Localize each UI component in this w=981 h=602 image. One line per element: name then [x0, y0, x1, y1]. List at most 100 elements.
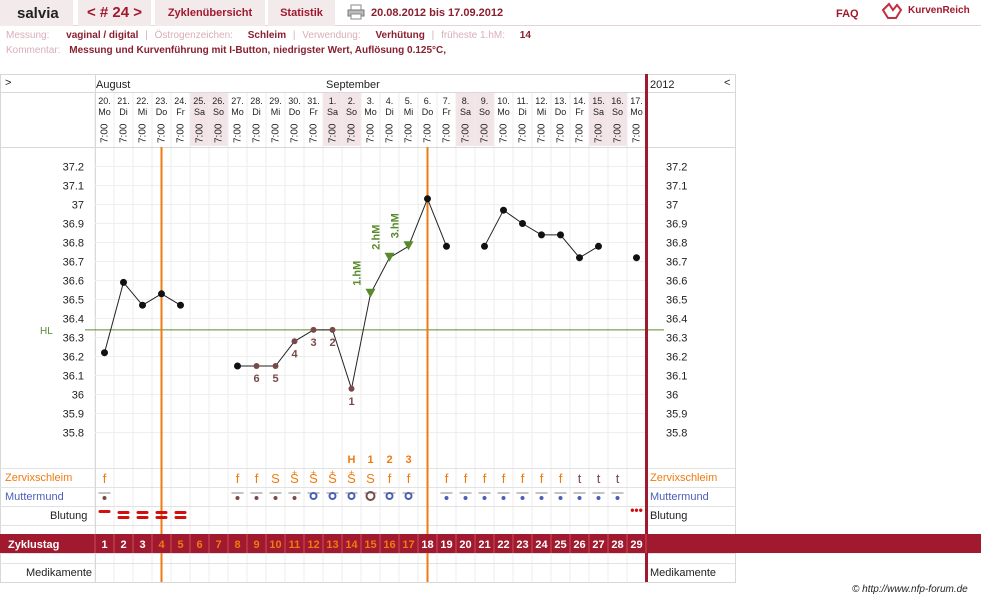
day-time: 7:00	[575, 123, 586, 143]
nav-left-arrow: >	[5, 77, 11, 89]
temp-point	[557, 231, 564, 239]
print-icon[interactable]	[347, 4, 365, 20]
weekend-shade	[342, 92, 361, 146]
blutung-spot: •••	[630, 503, 643, 517]
zyklustag-number: 26	[573, 539, 585, 551]
day-date: 12.	[535, 96, 548, 106]
day-weekday: Mo	[497, 107, 510, 117]
faq-link[interactable]: FAQ	[836, 8, 859, 20]
blutung-bar	[155, 516, 168, 519]
temp-point	[519, 220, 526, 227]
day-time: 7:00	[195, 123, 206, 143]
zyklustag-number: 17	[402, 539, 414, 551]
y-tick-right: 36	[666, 390, 678, 402]
zervix-value: f	[559, 471, 563, 486]
muttermund-label-left: Muttermund	[5, 491, 64, 503]
tab-statistik[interactable]: Statistik	[268, 0, 335, 26]
zervix-value: f	[388, 471, 392, 486]
blutung-bar	[174, 511, 187, 514]
zervix-plus: +	[292, 468, 297, 478]
blutung-bar	[136, 511, 149, 514]
kommentar-label: Kommentar:	[6, 45, 61, 56]
day-date: 25.	[193, 96, 206, 106]
temp-point	[291, 338, 298, 345]
zyklustag-number: 19	[440, 539, 452, 551]
y-tick-right: 37.1	[666, 181, 687, 193]
temp-segment	[104, 282, 124, 353]
day-weekday: Mo	[231, 107, 244, 117]
zyklustag-band	[0, 534, 981, 553]
y-tick-left: 36.4	[63, 314, 84, 326]
zervix-value: S	[290, 471, 299, 486]
temp-point	[139, 301, 146, 309]
muttermund-dot	[539, 496, 544, 500]
temp-point	[272, 363, 279, 369]
zyklustag-number: 25	[554, 539, 566, 551]
day-weekday: Do	[422, 107, 434, 117]
month-label: August	[96, 79, 130, 91]
temp-segment	[275, 340, 295, 367]
day-weekday: Di	[518, 107, 527, 117]
day-date: 6.	[424, 96, 432, 106]
zervix-value: f	[407, 471, 411, 486]
temp-segment	[370, 257, 390, 295]
temp-point	[481, 242, 488, 250]
day-weekday: Do	[555, 107, 567, 117]
high-marker	[365, 288, 376, 298]
zervix-value: f	[236, 471, 240, 486]
temp-segment	[408, 198, 428, 247]
kurvenreich-logo-icon[interactable]	[881, 2, 981, 22]
day-date: 7.	[443, 96, 451, 106]
high-marker	[403, 241, 414, 251]
day-date: 14.	[573, 96, 586, 106]
zyklustag-number: 27	[592, 539, 604, 551]
weekend-shade	[608, 92, 627, 146]
zyklustag-number: 11	[289, 539, 301, 551]
day-time: 7:00	[404, 123, 415, 143]
y-tick-left: 36.3	[63, 333, 84, 345]
medikamente-label-left: Medikamente	[26, 567, 92, 579]
zyklustag-number: 21	[478, 539, 490, 551]
day-date: 17.	[630, 96, 643, 106]
cycle-navigation[interactable]: < # 24 >	[78, 0, 151, 26]
muttermund-circle	[309, 492, 318, 500]
temp-point	[595, 242, 602, 250]
zervix-label-right: Zervixschleim	[650, 472, 717, 484]
muttermund-circle	[404, 492, 413, 500]
zervix-value: t	[597, 471, 601, 486]
temp-segment	[332, 329, 352, 389]
zervix-value: S	[271, 471, 280, 486]
muttermund-dot	[596, 496, 601, 500]
zervix-value: S	[347, 471, 356, 486]
zyklustag-number: 6	[196, 539, 202, 551]
y-tick-right: 36.2	[666, 352, 687, 364]
zervix-value: S	[366, 471, 375, 486]
temp-point	[253, 363, 260, 369]
day-weekday: Sa	[593, 107, 604, 117]
low-count-label: 4	[291, 348, 298, 360]
temp-point	[348, 385, 355, 392]
muttermund-dot	[254, 496, 259, 500]
y-tick-right: 36.9	[666, 219, 687, 231]
day-time: 7:00	[594, 123, 605, 143]
zyklustag-number: 12	[307, 539, 319, 551]
info-line-2: Kommentar: Messung und Kurvenführung mit…	[6, 45, 446, 56]
y-tick-left: 36.9	[63, 219, 84, 231]
day-time: 7:00	[138, 123, 149, 143]
day-time: 7:00	[309, 123, 320, 143]
user-name[interactable]: salvia	[0, 0, 73, 26]
month-label: September	[326, 79, 380, 91]
temp-segment	[427, 198, 447, 247]
zyklustag-label: Zyklustag	[8, 539, 59, 551]
tab-zyklenuebersicht[interactable]: Zyklenübersicht	[155, 0, 265, 26]
y-tick-left: 36	[72, 390, 84, 402]
day-weekday: Di	[385, 107, 394, 117]
day-weekday: Mi	[138, 107, 148, 117]
y-tick-right: 36.1	[666, 371, 687, 383]
day-date: 5.	[405, 96, 413, 106]
zervix-value: f	[445, 471, 449, 486]
oestrogen-label: Östrogenzeichen:	[154, 30, 233, 41]
chart-frame	[0, 74, 736, 583]
day-weekday: Mo	[98, 107, 111, 117]
day-weekday: So	[346, 107, 357, 117]
